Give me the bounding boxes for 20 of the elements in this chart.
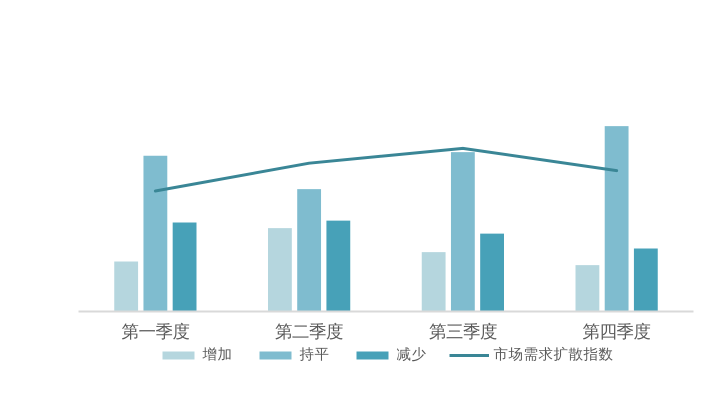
bar	[634, 248, 658, 312]
legend-label: 持平	[300, 345, 330, 364]
x-tick-label: 第一季度	[121, 322, 190, 342]
bar	[480, 234, 504, 312]
x-tick-label: 第四季度	[582, 322, 651, 342]
bar	[143, 156, 168, 312]
bar	[114, 261, 138, 312]
x-tick-label: 第三季度	[428, 322, 497, 342]
bar	[326, 220, 350, 312]
legend-label: 减少	[396, 345, 426, 364]
bar	[422, 252, 446, 312]
bar	[604, 126, 629, 312]
x-tick-label: 第二季度	[275, 322, 344, 342]
bar	[268, 228, 292, 312]
bar	[575, 265, 600, 312]
bar	[450, 152, 475, 312]
legend-label: 市场需求扩散指数	[494, 345, 614, 364]
bar	[172, 222, 197, 312]
bar	[297, 189, 322, 312]
legend-label: 增加	[202, 345, 232, 364]
